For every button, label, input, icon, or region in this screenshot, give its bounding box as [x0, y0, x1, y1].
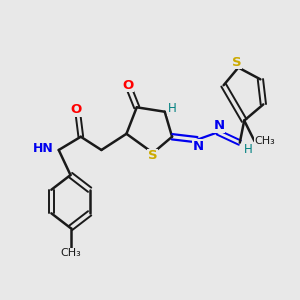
- Text: S: S: [232, 56, 242, 69]
- Text: S: S: [148, 149, 158, 162]
- Text: H: H: [244, 142, 252, 156]
- Text: CH₃: CH₃: [60, 248, 81, 258]
- Text: O: O: [122, 79, 134, 92]
- Text: O: O: [71, 103, 82, 116]
- Text: N: N: [214, 119, 225, 132]
- Text: H: H: [168, 102, 176, 115]
- Text: CH₃: CH₃: [254, 136, 275, 146]
- Text: N: N: [193, 140, 204, 153]
- Text: HN: HN: [33, 142, 53, 155]
